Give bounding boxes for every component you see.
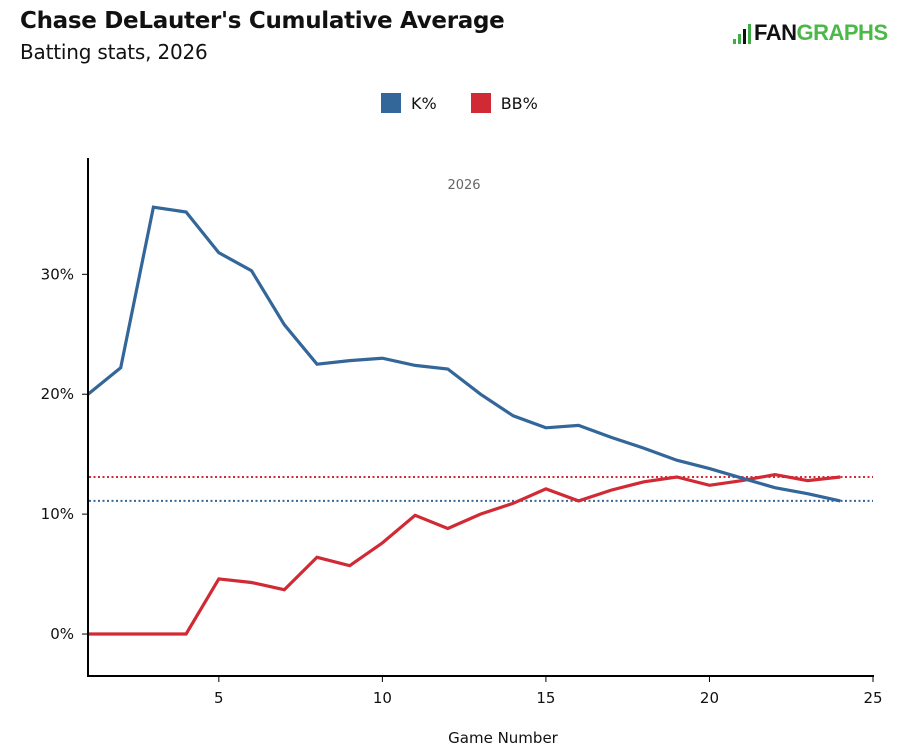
y-tick-label: 0% <box>50 625 74 643</box>
series-line-k-pct <box>86 205 841 503</box>
logo-text-fan: FAN <box>754 20 797 45</box>
legend-item-k-pct[interactable]: K% <box>381 93 437 113</box>
legend: K% BB% <box>381 93 572 113</box>
legend-swatch-bb-pct <box>470 93 491 113</box>
fangraphs-logo: FAN GRAPHS <box>733 18 888 44</box>
legend-swatch-k-pct <box>381 93 401 113</box>
x-tick-label: 20 <box>700 689 719 707</box>
legend-label-k-pct: K% <box>411 93 437 113</box>
logo-bars-icon <box>733 24 751 44</box>
chart-subtitle: Batting stats, 2026 <box>20 40 208 64</box>
y-axis-ticks: 0% 10% 20% 30% <box>41 265 88 643</box>
y-tick-label: 20% <box>41 385 74 403</box>
series-line-bb-pct <box>88 472 841 636</box>
y-tick-label: 30% <box>41 265 74 283</box>
logo-text-graphs: GRAPHS <box>796 20 889 45</box>
x-tick-label: 25 <box>863 689 882 707</box>
legend-label-bb-pct: BB% <box>500 93 538 113</box>
x-tick-label: 5 <box>214 689 224 707</box>
x-axis-title: Game Number <box>448 729 559 747</box>
series-lines <box>86 205 841 636</box>
y-tick-label: 10% <box>41 505 74 523</box>
x-axis-ticks: 5 10 15 20 25 <box>214 676 883 707</box>
x-tick-label: 10 <box>373 689 392 707</box>
panel-label: 2026 <box>447 178 480 193</box>
chart-title: Chase DeLauter's Cumulative Average <box>20 8 505 34</box>
legend-item-bb-pct[interactable]: BB% <box>470 93 538 113</box>
x-tick-label: 15 <box>536 689 555 707</box>
